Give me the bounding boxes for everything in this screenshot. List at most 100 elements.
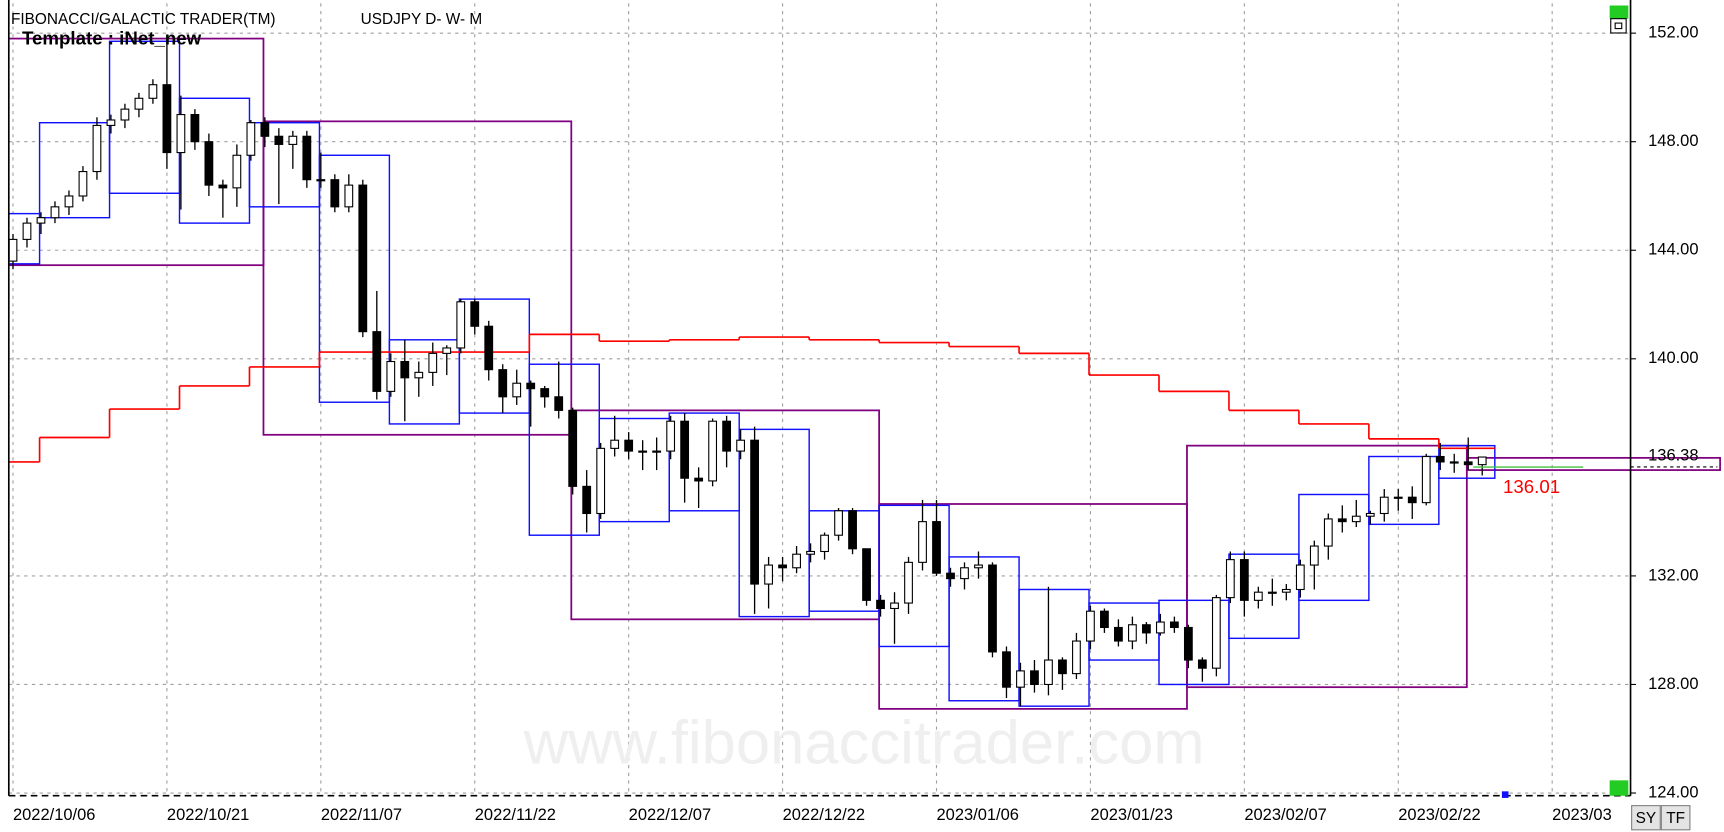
candle-body <box>736 439 746 452</box>
candle-body <box>92 124 102 173</box>
labels: 124.00 128.00 132.00 140.00 144.00 148.00 152.… <box>13 24 1718 824</box>
candle-body <box>1197 659 1207 669</box>
candle-body <box>1016 670 1025 688</box>
candle-body <box>1100 610 1109 629</box>
weekly-box <box>318 154 391 403</box>
candle-body <box>1337 518 1347 523</box>
y-tick-label: 132.00 <box>1648 566 1698 584</box>
candle-body <box>834 510 843 536</box>
candle-body <box>1058 659 1067 675</box>
candle-body <box>162 84 172 154</box>
x-tick-label: 2022/12/22 <box>783 806 865 824</box>
candle-body <box>1281 588 1291 593</box>
x-tick-label: 2023/02/22 <box>1398 806 1480 824</box>
weekly-box <box>458 298 531 414</box>
candle-body <box>218 184 228 189</box>
candle-body <box>1030 670 1039 686</box>
step-line <box>8 333 1495 463</box>
candle-body <box>22 222 32 240</box>
candle-body <box>974 564 983 569</box>
chart-subtitle: USDJPY D- W- M <box>361 11 483 28</box>
monthly-box <box>262 120 573 436</box>
chart-title: FIBONACCI/GALACTIC TRADER(TM) <box>11 11 276 28</box>
tf-button[interactable]: TF <box>1660 805 1691 831</box>
y-tick-label: 124.00 <box>1648 783 1698 801</box>
candle-body <box>64 195 74 208</box>
x-tick-label: 2022/12/07 <box>629 806 711 824</box>
y-tick-label: 140.00 <box>1648 349 1698 367</box>
candle-body <box>890 602 899 610</box>
candle-body <box>1477 456 1487 466</box>
candle-body <box>428 352 438 373</box>
candle-body <box>666 420 676 452</box>
candles <box>8 35 1487 707</box>
candle-body <box>232 154 242 189</box>
candle-body <box>176 114 186 154</box>
candle-body <box>918 521 927 563</box>
candle-body <box>946 572 955 580</box>
candle-body <box>652 450 662 453</box>
candle-body <box>1323 518 1333 547</box>
candle-body <box>848 510 857 550</box>
candle-body <box>932 521 941 574</box>
candle-body <box>876 599 885 610</box>
candle-body <box>610 439 620 449</box>
candle-body <box>1379 496 1389 515</box>
candle-body <box>1463 461 1473 466</box>
candle-body <box>204 141 214 186</box>
candle-body <box>134 97 144 110</box>
x-tick-label: 2023/03 <box>1552 806 1612 824</box>
y-tick-label: 152.00 <box>1648 24 1698 42</box>
candle-body <box>862 548 871 601</box>
button-label: TF <box>1666 810 1685 827</box>
candle-body <box>596 447 606 515</box>
candle-body <box>1086 610 1095 642</box>
restore-icon <box>1610 18 1627 34</box>
template-annotation: Template : iNet_new <box>22 28 202 49</box>
candle-body <box>820 534 829 553</box>
candle-body <box>1253 591 1263 601</box>
candle-body <box>680 420 690 479</box>
candle-body <box>638 450 648 453</box>
candle-body <box>722 420 732 452</box>
candle-body <box>904 561 913 604</box>
candle-body <box>260 122 270 137</box>
sy-button[interactable]: SY <box>1631 805 1661 831</box>
candle-body <box>316 179 326 182</box>
candle-body <box>78 171 88 197</box>
candle-body <box>400 360 410 379</box>
time-marker <box>1501 791 1509 798</box>
boxes <box>8 37 1721 710</box>
candle-body <box>50 206 60 219</box>
x-tick-label: 2023/01/23 <box>1090 806 1172 824</box>
candle-body <box>414 371 424 379</box>
candle-body <box>120 108 130 121</box>
candle-body <box>1267 591 1277 594</box>
candle-body <box>1225 559 1235 599</box>
candle-body <box>1435 455 1445 463</box>
candle-body <box>1351 515 1361 523</box>
candle-body <box>1128 624 1137 642</box>
candle-body <box>36 217 46 224</box>
candle-body <box>1295 564 1305 591</box>
button-label: SY <box>1636 810 1657 827</box>
x-tick-label: 2022/11/07 <box>321 806 402 824</box>
candle-body <box>1072 640 1081 675</box>
restore-icon-inner <box>1614 22 1623 30</box>
candle-body <box>442 347 452 354</box>
candle-body <box>1183 626 1193 661</box>
weekly-box <box>8 212 41 265</box>
candle-body <box>1449 461 1459 464</box>
candle-body <box>246 122 256 156</box>
candle-body <box>526 382 536 390</box>
y-tick-label: 128.00 <box>1648 675 1698 693</box>
candle-body <box>344 184 354 208</box>
x-tick-label: 2022/11/22 <box>475 806 556 824</box>
candle-body <box>1044 659 1053 686</box>
candle-body <box>554 396 564 411</box>
candle-body <box>764 564 773 585</box>
x-tick-label: 2022/10/06 <box>13 806 95 824</box>
candle-body <box>1114 626 1123 642</box>
candle-body <box>148 84 158 99</box>
